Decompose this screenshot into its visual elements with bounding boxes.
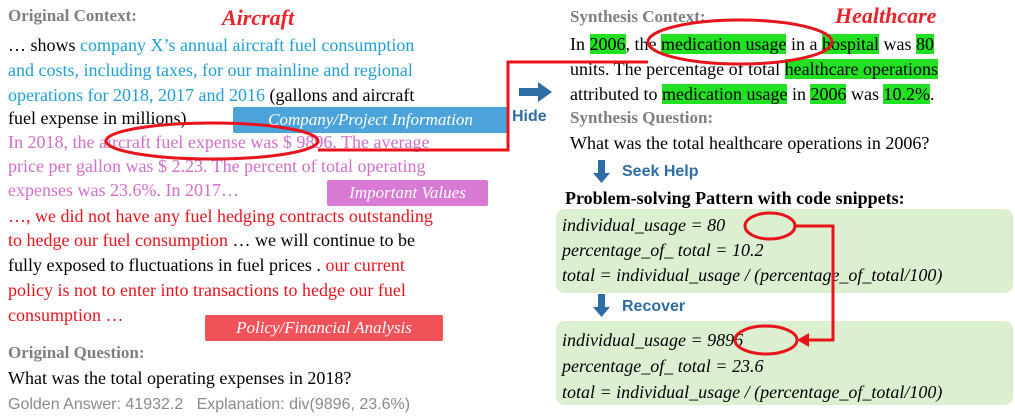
text-line: attributed to medication usage in 2006 w… [570, 82, 934, 106]
tag: Company/Project Information [233, 107, 508, 133]
text: company X’s annual aircraft fuel consump… [80, 35, 415, 55]
tag: Important Values [327, 180, 488, 206]
text-line: to hedge our fuel consumption … we will … [8, 228, 415, 252]
highlight: 80 [915, 34, 934, 54]
text: … shows [8, 35, 81, 55]
recover-label: Recover [622, 298, 686, 315]
code-line: percentage_of_ total = 23.6 [562, 356, 764, 376]
text-line: policy is not to enter into transactions… [8, 280, 406, 300]
context-label: Synthesis Context: [570, 7, 706, 26]
code-line: individual_usage = 9896 [562, 330, 744, 350]
text: was [846, 84, 884, 104]
text-line: operations for 2018, 2017 and 2016 (gall… [8, 83, 414, 107]
hide-arrow [519, 82, 552, 102]
hide-label: Hide [512, 108, 547, 125]
text-line: In 2018, the aircraft fuel expense was $… [8, 132, 430, 152]
text: Explanation: div(9896, 23.6%) [196, 396, 411, 413]
highlight: healthcare operations [784, 59, 939, 79]
pattern-label: Problem-solving Pattern with code snippe… [565, 188, 905, 208]
text: to hedge our fuel consumption [8, 230, 228, 250]
highlight: medication usage [661, 34, 787, 54]
text-line: and costs, including taxes, for our main… [8, 60, 413, 80]
code-box [556, 321, 1013, 405]
text: Golden Answer: 41932.2 [8, 396, 184, 413]
text: In [570, 34, 590, 54]
text: our current [325, 255, 405, 275]
text: operations for 2018, 2017 and 2016 [8, 85, 265, 105]
text-line: consumption … [8, 305, 124, 325]
highlight-ellipse [646, 18, 834, 66]
text-line: … shows company X’s annual aircraft fuel… [8, 33, 414, 57]
question-label: Synthesis Question: [570, 108, 714, 127]
question: What was the total operating expenses in… [8, 368, 352, 388]
text: was [878, 34, 916, 54]
highlight-ellipse [733, 324, 799, 356]
arrow-head [797, 333, 809, 347]
highlight: medication usage [661, 84, 788, 104]
domain: Healthcare [835, 3, 937, 28]
text: in [787, 84, 811, 104]
text-line: fully exposed to fluctuations in fuel pr… [8, 253, 405, 277]
text-line: expenses was 23.6%. In 2017… [8, 180, 239, 200]
highlight: 2006 [589, 34, 626, 54]
text: in a [786, 34, 822, 54]
text: fully exposed to fluctuations in fuel pr… [8, 255, 326, 275]
seek-help-label: Seek Help [622, 163, 699, 180]
highlight: 2006 [810, 84, 847, 104]
highlight-ellipse [743, 211, 797, 241]
connector [795, 224, 835, 342]
code-line: total = individual_usage / (percentage_o… [562, 265, 943, 285]
code-line: individual_usage = 80 [562, 215, 726, 235]
text: (gallons and aircraft [264, 85, 415, 105]
down-arrow [593, 294, 610, 317]
text: attributed to [570, 84, 662, 104]
text: … we will continue to be [227, 230, 415, 250]
down-arrow [593, 160, 610, 183]
highlight: 10.2% [883, 84, 930, 104]
question: What was the total healthcare operations… [570, 133, 930, 153]
domain: Aircraft [222, 5, 295, 30]
code-line: percentage_of_ total = 10.2 [562, 240, 764, 260]
highlight-ellipse [104, 121, 320, 161]
code-line: total = individual_usage / (percentage_o… [562, 382, 943, 402]
text-line: …, we did not have any fuel hedging cont… [8, 206, 433, 226]
context-label: Original Context: [8, 6, 137, 25]
code-box [556, 209, 1013, 293]
text-line: price per gallon was $ 2.23. The percent… [8, 156, 426, 176]
answer: Golden Answer: 41932.2 Explanation: div(… [8, 393, 410, 416]
text-line: In 2006, the medication usage in a hospi… [570, 32, 934, 56]
text: . [929, 84, 935, 104]
question-label: Original Question: [8, 343, 145, 362]
tag: Policy/Financial Analysis [205, 315, 443, 341]
highlight: hospital [821, 34, 879, 54]
connector [318, 60, 648, 152]
